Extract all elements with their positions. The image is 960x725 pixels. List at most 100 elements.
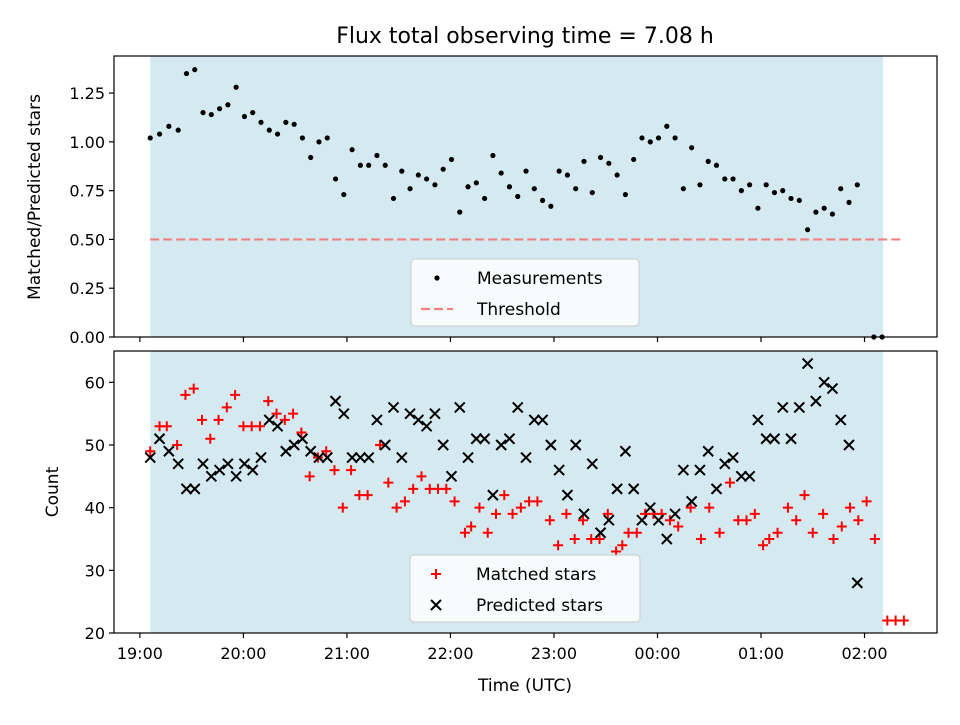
bottom-x-tick-label: 00:00 [634,644,680,663]
bottom-data-point [627,483,640,495]
bottom-data-point [569,534,580,544]
top-data-point [705,158,711,164]
bottom-data-point [594,527,607,539]
bottom-series-matched-stars [145,383,909,626]
bottom-data-point [704,502,715,513]
bottom-legend: Matched stars Predicted stars [409,554,641,623]
bottom-data-point [818,376,830,389]
bottom-data-point [153,433,166,445]
bottom-data-point [354,451,367,464]
bottom-data-point [279,414,290,425]
bottom-data-point [221,402,232,413]
bottom-data-point [603,514,615,526]
top-data-point [747,182,753,188]
bottom-data-point [594,534,605,544]
bottom-data-point [810,395,822,407]
bottom-data-point [495,439,507,451]
bottom-data-point [685,495,698,508]
bottom-y-tick-label: 60 [85,373,105,392]
top-data-point [258,119,264,125]
bottom-data-point [898,615,909,626]
bottom-data-point [515,502,526,513]
top-data-point [813,209,819,215]
bottom-data-point [313,451,325,464]
bottom-legend-swatch [431,569,441,579]
top-data-point [680,186,686,192]
top-data-point [647,139,653,145]
top-data-point [208,111,214,118]
bottom-data-point [793,401,806,414]
bottom-data-point [545,439,557,451]
top-data-point [573,186,579,192]
bottom-data-point [801,357,814,370]
top-data-point [407,186,413,192]
bottom-data-point [828,534,839,544]
bottom-data-point [570,439,582,451]
bottom-data-point [749,508,760,519]
bottom-data-point [321,446,332,457]
bottom-data-point [695,534,706,544]
bottom-data-point [843,439,855,451]
bottom-data-point [741,515,752,526]
bottom-data-point [271,420,284,432]
bottom-data-point [145,446,156,457]
top-data-point [448,156,455,163]
top-data-point [183,70,190,77]
bottom-data-point [619,445,632,457]
chart-title: Flux total observing time = 7.08 h [336,24,714,49]
bottom-data-point [845,502,856,513]
top-data-point [200,109,206,116]
bottom-data-point [826,382,839,395]
bottom-data-point [669,508,681,520]
top-data-point [233,84,239,90]
bottom-data-point [205,433,216,444]
top-y-tick-label: 1.25 [69,84,105,103]
top-data-point [763,182,769,188]
top-data-point [614,172,620,178]
bottom-data-point [772,527,783,538]
bottom-data-point [602,508,613,519]
top-data-point [266,127,272,133]
top-legend-box [410,258,640,327]
bottom-data-point [785,433,797,445]
top-data-point [564,172,571,178]
top-data-point [738,188,744,194]
top-y-tick-label: 0.75 [69,182,105,201]
top-y-tick-label: 0.25 [69,279,105,298]
top-legend: Measurements Threshold [410,258,640,327]
bottom-data-point [416,471,427,482]
bottom-y-tick-label: 50 [85,436,105,455]
bottom-data-point [387,401,400,414]
top-data-point [156,131,163,137]
bottom-legend-swatch [430,599,442,611]
bottom-data-point [851,577,863,589]
bottom-data-point [255,451,267,464]
top-data-point [424,176,430,182]
top-data-point [523,168,529,174]
bottom-data-point [702,445,714,457]
bottom-data-point [161,421,172,432]
bottom-data-point [399,496,410,507]
bottom-data-point [714,527,725,538]
bottom-data-point [758,540,769,551]
bottom-data-point [673,521,684,532]
top-data-point [796,197,802,204]
bottom-data-point [189,483,201,495]
top-data-point [597,154,604,161]
bottom-data-point [743,470,756,483]
bottom-data-point [528,414,541,426]
bottom-data-point [338,407,350,420]
bottom-x-tick-label: 20:00 [220,644,266,663]
bottom-data-point [512,401,524,414]
top-data-point [283,119,289,125]
bottom-data-point [280,445,292,457]
bottom-series-predicted-stars [144,357,863,589]
bottom-data-point [412,414,425,426]
bottom-data-point [536,414,549,426]
bottom-data-point [553,464,565,476]
bottom-data-point [791,515,802,526]
bottom-data-point [163,445,175,457]
bottom-data-point [144,451,156,464]
bottom-axes-frame [113,350,938,634]
bottom-data-point [296,433,309,445]
